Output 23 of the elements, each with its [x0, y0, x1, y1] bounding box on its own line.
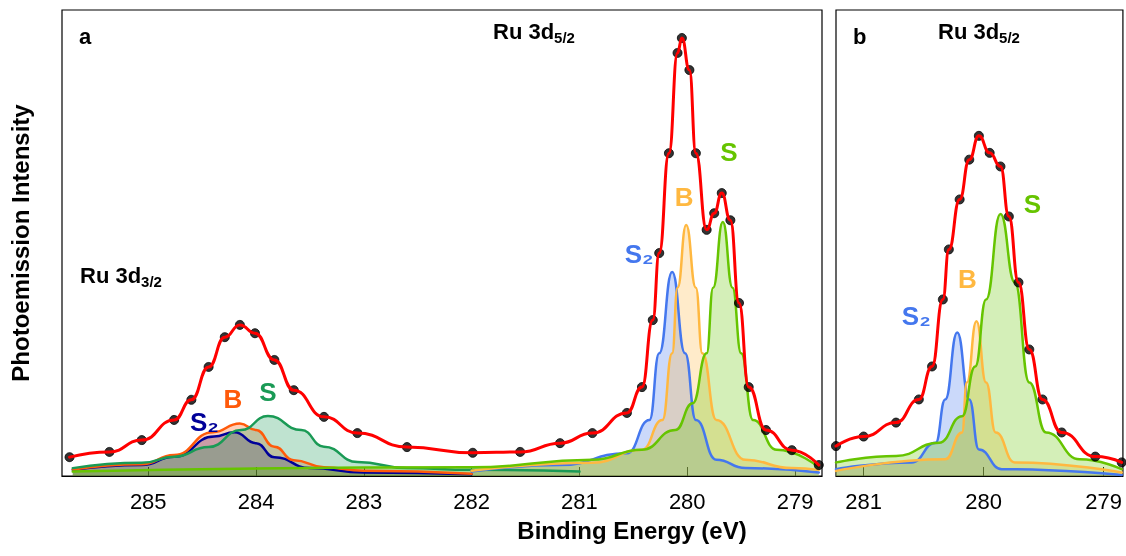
- chart-title: b: [853, 23, 867, 49]
- x-tick-label: 285: [129, 488, 167, 514]
- x-tick-label: 280: [668, 488, 706, 514]
- x-tick-label: 281: [845, 488, 882, 514]
- x-tick-label: 280: [965, 488, 1003, 514]
- chart-title: a: [79, 23, 92, 49]
- x-tick-label: 283: [345, 488, 383, 514]
- x-tick-label: 281: [561, 488, 598, 514]
- series-label: S: [259, 377, 277, 407]
- series-label: S₂: [190, 407, 219, 438]
- series-label: B: [223, 384, 243, 415]
- series-label: B: [958, 264, 977, 295]
- series-label: S: [1023, 189, 1042, 220]
- x-axis-title: Binding Energy (eV): [517, 516, 747, 544]
- x-tick-label: 284: [237, 488, 275, 514]
- x-tick-label: 279: [1085, 488, 1123, 514]
- series-label: S₂: [901, 301, 931, 332]
- x-tick-label: 282: [453, 488, 490, 514]
- series-label: S₂: [624, 238, 654, 269]
- y-axis-title: Photoemission Intensity: [6, 103, 34, 382]
- x-tick-label: 279: [776, 488, 814, 514]
- series-label: B: [674, 182, 694, 213]
- text: S: [720, 136, 738, 167]
